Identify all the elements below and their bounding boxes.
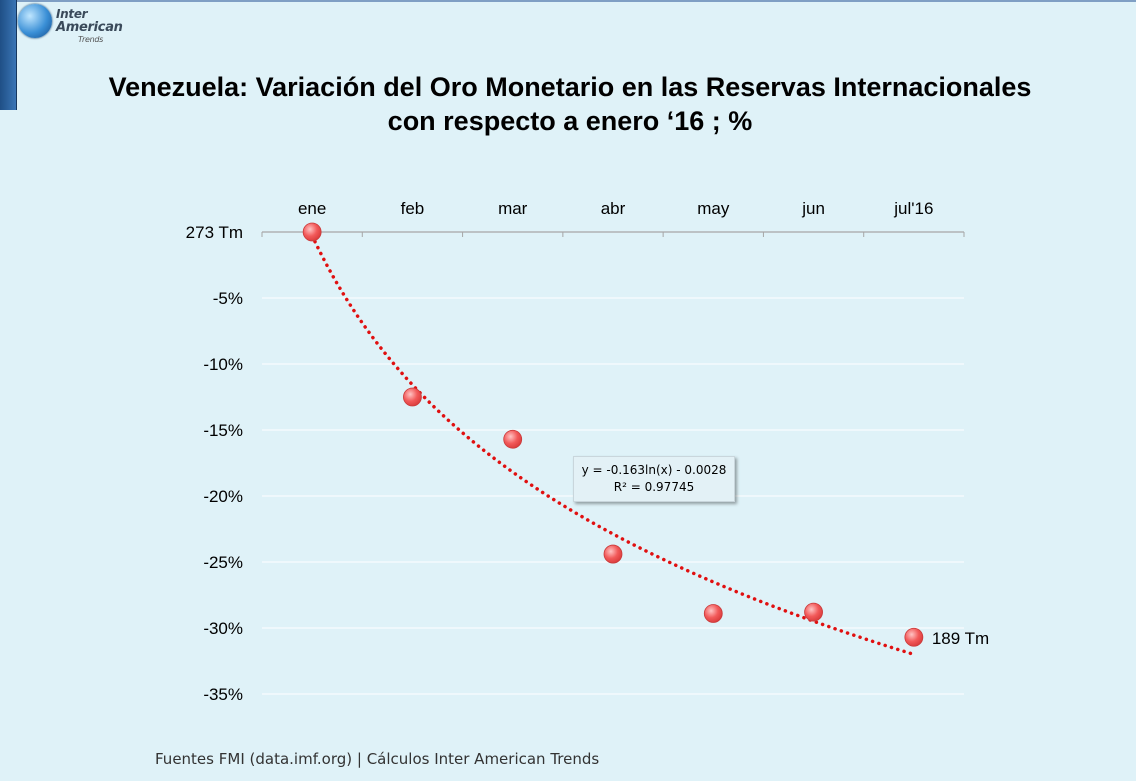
data-point: [503, 429, 523, 449]
y-tick-label: -25%: [203, 553, 243, 572]
y-tick-label: -15%: [203, 421, 243, 440]
data-point: [302, 222, 322, 242]
x-tick-labels: ene feb mar abr may jun jul'16: [298, 199, 933, 218]
data-points: [302, 222, 924, 647]
logo-text-line3: Trends: [78, 35, 103, 44]
chart-title: Venezuela: Variación del Oro Monetario e…: [40, 70, 1100, 138]
data-point: [603, 544, 623, 564]
y-tick-label: -35%: [203, 685, 243, 704]
data-point: [403, 387, 422, 407]
y-tick-label: -30%: [203, 619, 243, 638]
source-note: Fuentes FMI (data.imf.org) | Cálculos In…: [155, 750, 600, 768]
x-axis: [261, 231, 965, 237]
top-border: [0, 0, 1136, 2]
x-tick-label: feb: [401, 199, 425, 218]
logo-text-line1: Inter: [56, 7, 88, 21]
point-label: 189 Tm: [932, 629, 989, 648]
y-tick-label: -20%: [203, 487, 243, 506]
x-tick-label: jun: [801, 199, 825, 218]
side-accent-bar: [0, 0, 17, 110]
point-labels: 189 Tm: [932, 629, 989, 648]
y-tick-label: -10%: [203, 355, 243, 374]
x-tick-label: ene: [298, 199, 326, 218]
data-point: [703, 604, 723, 623]
brand-logo: Inter American Trends: [18, 4, 128, 46]
x-tick-label: abr: [601, 199, 626, 218]
gridlines: [262, 297, 964, 695]
logo-text-line2: American: [56, 20, 123, 35]
chart-title-line1: Venezuela: Variación del Oro Monetario e…: [108, 72, 1032, 102]
trendline-equation: y = -0.163ln(x) - 0.0028: [581, 463, 727, 477]
data-point: [904, 627, 924, 647]
data-point: [804, 602, 823, 622]
x-tick-label: may: [697, 199, 730, 218]
x-tick-label: jul'16: [893, 199, 933, 218]
chart-title-line2: con respecto a enero ‘16 ; %: [387, 106, 753, 136]
x-tick-label: mar: [498, 199, 528, 218]
globe-icon: [18, 4, 52, 38]
y-tick-label: -5%: [213, 289, 243, 308]
trendline-r-squared: R² = 0.97745: [613, 480, 695, 494]
trendline-equation-box: y = -0.163ln(x) - 0.0028 R² = 0.97745: [573, 456, 735, 502]
trendline: [310, 233, 916, 657]
y-tick-labels: 273 Tm -5% -10% -15% -20% -25% -30% -35%: [186, 223, 243, 704]
y-tick-label: 273 Tm: [186, 223, 243, 242]
